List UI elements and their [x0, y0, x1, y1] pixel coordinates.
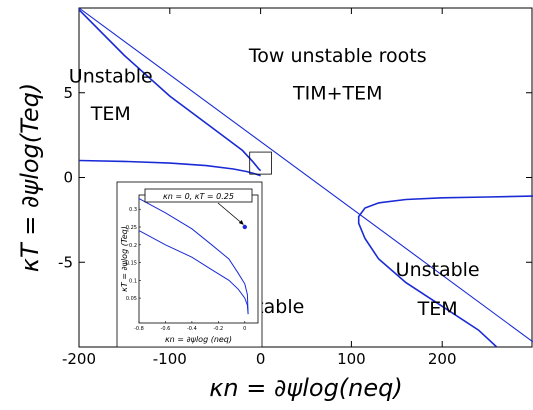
inset-x-tick-label: -0.4: [187, 326, 197, 332]
inset-annotation-arrow: [217, 202, 244, 225]
inset-annotation-arrowhead: [238, 220, 244, 225]
inset-plot: -0.8 -0.6 -0.4 -0.2 0 0.3 0.25 0.2 0.15 0.1 0.05 κ…: [116, 181, 263, 348]
x-tick-label: 200: [428, 350, 457, 368]
region-label: TIM+TEM: [292, 83, 383, 105]
region-label: Tow unstable roots: [248, 45, 427, 67]
zoom-box: [249, 151, 272, 175]
region-label: Unstable: [396, 259, 480, 281]
inset-y-tick-label: 0.05: [126, 296, 137, 302]
main-curves: [79, 8, 533, 347]
x-tick-label: -100: [153, 350, 187, 368]
inset-annotation: κn = 0, κT = 0.25: [163, 192, 234, 201]
inset-y-tick-label: 0.2: [129, 243, 137, 249]
inset-y-tick-label: 0.25: [126, 225, 137, 231]
region-label: Unstable: [69, 66, 153, 88]
x-tick-label: -200: [62, 350, 96, 368]
x-tick-label: 0: [256, 350, 266, 368]
region-label: TEM: [417, 298, 458, 320]
curve-2: [79, 159, 261, 177]
inset-x-axis-label: κn = ∂ψlog (neq): [165, 335, 232, 344]
inset-x-tick-label: -0.8: [134, 326, 144, 332]
inset-y-tick-label: 0.1: [129, 278, 137, 284]
y-tick-label: 0: [63, 169, 73, 187]
curve-3: [357, 195, 533, 347]
inset-axis-ticks: -0.8 -0.6 -0.4 -0.2 0 0.3 0.25 0.2 0.15 0.1 0.05: [126, 207, 247, 332]
inset-plot-frame: [138, 194, 259, 324]
inset-curve-0: [138, 198, 249, 315]
main-y-axis-label: κT = ∂ψlog(Teq): [16, 83, 44, 272]
inset-y-tick-label: 0.15: [126, 261, 137, 267]
y-tick-label: -5: [58, 253, 73, 271]
x-tick-label: 100: [337, 350, 366, 368]
inset-x-tick-label: -0.2: [213, 326, 223, 332]
region-label: TEM: [90, 103, 131, 125]
inset-x-tick-label: 0: [243, 326, 246, 332]
inset-x-tick-label: -0.6: [161, 326, 171, 332]
y-tick-label: 5: [63, 84, 73, 102]
inset-marked-point: [242, 224, 247, 230]
inset-curves: [138, 198, 249, 315]
main-x-axis-label: κn = ∂ψlog(neq): [209, 374, 403, 402]
inset-curve-1: [138, 230, 249, 315]
inset-y-tick-label: 0.3: [129, 207, 137, 213]
curve-1: [79, 9, 262, 172]
curve-0: [79, 8, 533, 343]
inset-annotation-box: [144, 188, 253, 203]
inset-y-axis-label: κT = ∂ψlog (Teq): [120, 226, 129, 292]
main-plot: -200 -100 0 100 200 5 0 -5 Unstable TEM Tow unsta…: [16, 7, 533, 402]
